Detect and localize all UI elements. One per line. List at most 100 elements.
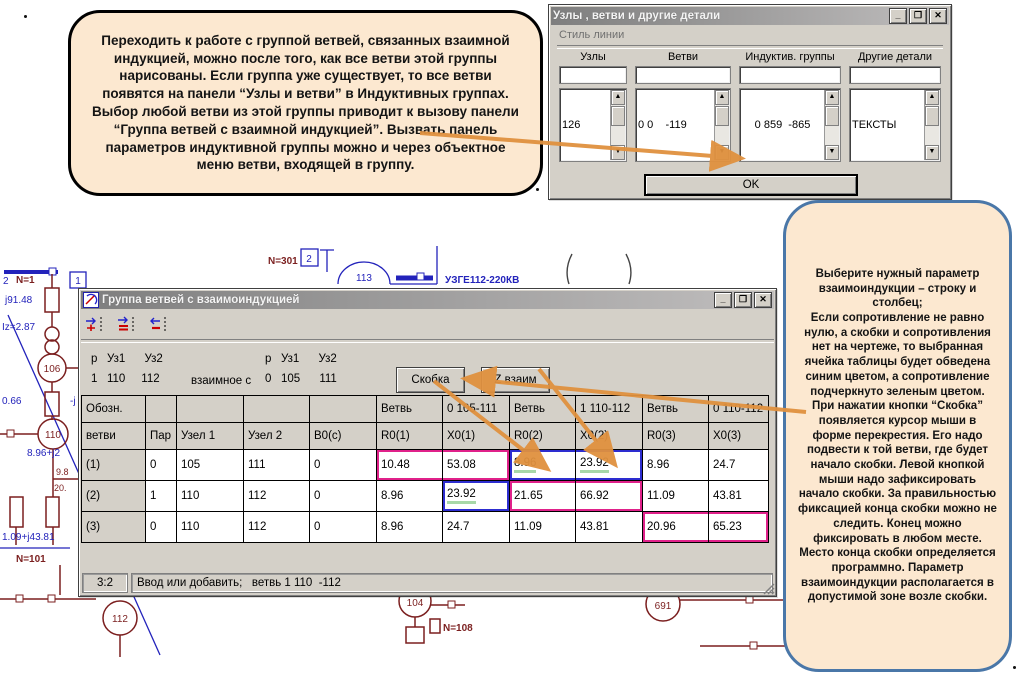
scroll-thumb[interactable] [925, 106, 939, 126]
scroll-thumb[interactable] [611, 106, 625, 126]
table-cell[interactable]: 0 [310, 450, 377, 481]
current-pair-values: 1 110 112 [91, 373, 160, 385]
scrollbar[interactable]: ▲ ▼ [824, 90, 839, 160]
table-cell-highlight-pink[interactable]: 10.48 [377, 450, 443, 481]
table-cell[interactable]: 8.96 [377, 481, 443, 512]
table-cell[interactable]: 112 [244, 481, 310, 512]
table-cell[interactable]: 105 [177, 450, 244, 481]
table-header-cell [177, 396, 244, 423]
edit-branch-button[interactable] [115, 315, 139, 333]
table-cell-highlight-blue[interactable]: 23.92 [443, 481, 510, 512]
branches-filter-input[interactable] [635, 66, 731, 84]
inductive-groups-listbox[interactable]: 0 859 -865 0 860 -864 0 862 -864 xxxxxxx… [739, 88, 841, 162]
table-header-cell: Обозн. [82, 396, 146, 423]
ok-button[interactable]: OK [645, 175, 857, 195]
table-cell-highlight-blue[interactable]: 8.96 [510, 450, 576, 481]
drawing-node-106: 106 [44, 364, 61, 375]
list-item[interactable]: ОТРЕЗКИ [852, 160, 924, 161]
z-mutual-button[interactable]: Z взаим [481, 367, 550, 393]
scroll-down-icon[interactable]: ▼ [715, 145, 729, 160]
minimize-icon[interactable]: _ [889, 8, 907, 24]
table-cell[interactable]: 0 [310, 481, 377, 512]
scroll-down-icon[interactable]: ▼ [825, 145, 839, 160]
table-cell[interactable]: 43.81 [576, 512, 643, 543]
maximize-icon[interactable]: ❐ [734, 292, 752, 308]
table-cell[interactable]: 110 [177, 512, 244, 543]
list-item[interactable]: ТЕКСТЫ [852, 119, 897, 131]
scrollbar[interactable]: ▲ ▼ [714, 90, 729, 160]
close-icon[interactable]: ✕ [754, 292, 772, 308]
table-header-cell: Узел 2 [244, 423, 310, 450]
add-branch-button[interactable] [83, 315, 107, 333]
inductive-groups-label: Индуктив. группы [745, 51, 835, 63]
scroll-thumb[interactable] [715, 106, 729, 126]
branches-listbox[interactable]: 0 0 -119 0 0 -129 0 0 -131 0 0 -132 0 0 … [635, 88, 731, 162]
table-cell-highlight-pink[interactable]: 53.08 [443, 450, 510, 481]
inductive-groups-filter-input[interactable] [739, 66, 841, 84]
scrollbar[interactable]: ▲ ▼ [610, 90, 625, 160]
resize-grip[interactable] [761, 581, 775, 595]
table-cell[interactable]: 111 [244, 450, 310, 481]
table-cell-highlight-pink[interactable]: 21.65 [510, 481, 576, 512]
other-details-listbox[interactable]: ТЕКСТЫ ОТРЕЗКИ ТАБЛИЦА ОКРУЖНОС ДУГИ ▲ ▼ [849, 88, 941, 162]
table-cell-highlight-pink[interactable]: 65.23 [709, 512, 769, 543]
remove-branch-button[interactable] [147, 315, 171, 333]
mutual-pair-values: 0 105 111 [265, 373, 337, 385]
list-item[interactable]: 0 860 -864 [742, 160, 823, 161]
table-cell[interactable]: 8.96 [643, 450, 709, 481]
nodes-listbox[interactable]: 126 827 830 050 ▲ ▼ [559, 88, 627, 162]
minimize-icon[interactable]: _ [714, 292, 732, 308]
table-header-cell: X0(1) [443, 423, 510, 450]
table-cell[interactable]: 0 [146, 450, 177, 481]
nodes-filter-input[interactable] [559, 66, 627, 84]
table-cell[interactable]: 0 [146, 512, 177, 543]
scroll-down-icon[interactable]: ▼ [611, 145, 625, 160]
table-cell[interactable]: 24.7 [709, 450, 769, 481]
scrollbar[interactable]: ▲ ▼ [924, 90, 939, 160]
maximize-icon[interactable]: ❐ [909, 8, 927, 24]
drawing-label: 8.96+j2 [27, 448, 61, 459]
table-cell[interactable]: 0 [310, 512, 377, 543]
table-cell[interactable]: 11.09 [510, 512, 576, 543]
table-cell-highlight-pink[interactable]: 20.96 [643, 512, 709, 543]
add-branch-icon [86, 317, 102, 331]
drawing-label: N=108 [443, 623, 473, 634]
group-toolbar [83, 313, 171, 335]
list-item[interactable]: 0 0 -129 [638, 160, 714, 161]
bracket-button[interactable]: Скобка [396, 367, 465, 393]
drawing-node-691: 691 [655, 601, 672, 612]
row-label: (2) [82, 481, 146, 512]
list-item[interactable]: 126 [562, 119, 581, 131]
table-cell[interactable]: 8.96 [377, 512, 443, 543]
table-header-cell: R0(3) [643, 423, 709, 450]
scroll-up-icon[interactable]: ▲ [825, 90, 839, 105]
table-cell[interactable]: 43.81 [709, 481, 769, 512]
other-details-filter-input[interactable] [849, 66, 941, 84]
dialog-group-titlebar[interactable]: Группа ветвей с взаимоиндукцией _ ❐ ✕ [81, 291, 774, 309]
scroll-thumb[interactable] [825, 106, 839, 126]
scroll-up-icon[interactable]: ▲ [925, 90, 939, 105]
list-item[interactable]: 0 0 -119 [638, 119, 687, 131]
scroll-up-icon[interactable]: ▲ [715, 90, 729, 105]
table-header-cell [146, 396, 177, 423]
dialog-nodes-titlebar[interactable]: Узлы , ветви и другие детали _ ❐ ✕ [551, 7, 949, 25]
table-header-cell [310, 396, 377, 423]
mutual-induction-table: Обозн. Ветвь 0 105-111 Ветвь 1 110-112 В… [81, 395, 769, 543]
table-cell[interactable]: 11.09 [643, 481, 709, 512]
scroll-up-icon[interactable]: ▲ [611, 90, 625, 105]
table-cell[interactable]: 1 [146, 481, 177, 512]
drawing-label: Iz=2.87 [2, 322, 36, 333]
scroll-down-icon[interactable]: ▼ [925, 145, 939, 160]
branches-label: Ветви [667, 51, 699, 63]
dialog-nodes-title: Узлы , ветви и другие детали [553, 10, 721, 22]
table-cell[interactable]: 112 [244, 512, 310, 543]
list-item[interactable]: 0 859 -865 [754, 119, 811, 131]
close-icon[interactable]: ✕ [929, 8, 947, 24]
table-cell[interactable]: 24.7 [443, 512, 510, 543]
table-cell[interactable]: 110 [177, 481, 244, 512]
mutual-with-label: взаимное с [191, 375, 252, 387]
table-cell-highlight-pink[interactable]: 66.92 [576, 481, 643, 512]
list-item[interactable]: 827 [562, 160, 610, 161]
table-cell-highlight-blue[interactable]: 23.92 [576, 450, 643, 481]
